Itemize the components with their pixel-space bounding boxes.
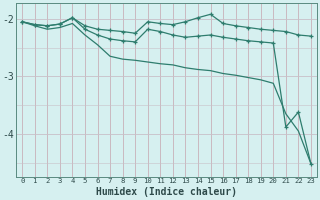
X-axis label: Humidex (Indice chaleur): Humidex (Indice chaleur) [96, 187, 237, 197]
